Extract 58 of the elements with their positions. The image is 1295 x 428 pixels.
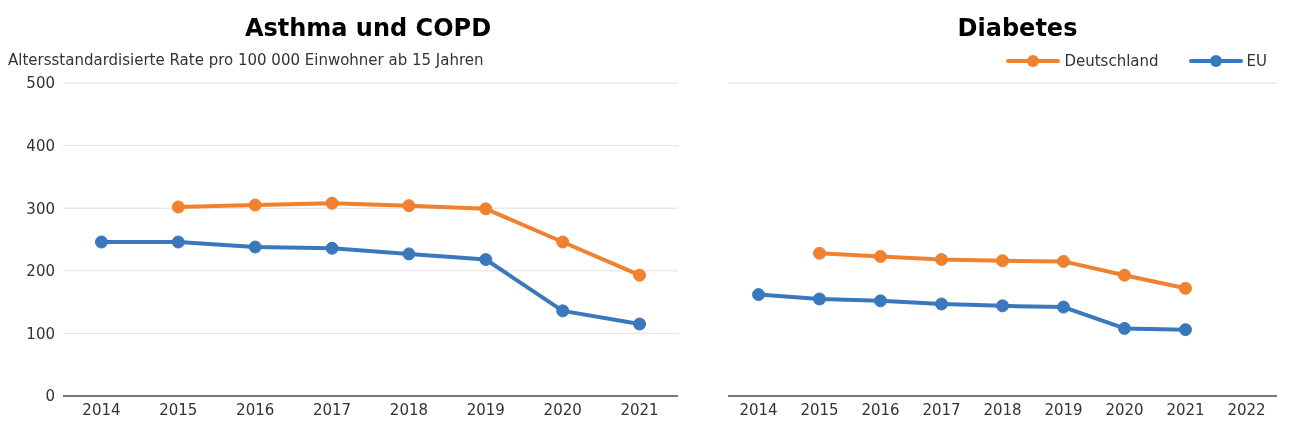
- x-tick-label: 2020: [543, 400, 582, 419]
- point: [1118, 268, 1131, 282]
- point: [556, 235, 570, 249]
- point: [935, 253, 948, 267]
- point: [874, 294, 887, 308]
- x-tick-label: 2016: [861, 400, 900, 419]
- legend-label: Deutschland: [1064, 51, 1159, 70]
- x-tick-label: 2014: [82, 400, 121, 419]
- point: [996, 254, 1009, 268]
- chart-subtitle: Altersstandardisierte Rate pro 100 000 Einwohner ab 15 Jahren: [8, 50, 485, 71]
- point: [402, 247, 416, 261]
- point: [633, 268, 647, 282]
- y-tick-label: 0: [45, 387, 55, 406]
- point: [94, 235, 108, 249]
- y-tick-label: 100: [26, 324, 55, 343]
- x-tick-label: 2018: [389, 400, 429, 419]
- point: [402, 199, 416, 213]
- x-tick-label: 2014: [739, 400, 778, 419]
- point: [556, 304, 570, 318]
- point: [1057, 300, 1070, 314]
- point: [248, 198, 262, 212]
- point: [813, 292, 826, 306]
- y-tick-label: 300: [26, 199, 55, 218]
- point: [1118, 321, 1131, 335]
- y-tick-label: 200: [26, 262, 55, 281]
- point: [248, 240, 262, 254]
- point: [171, 200, 185, 214]
- point: [874, 249, 887, 263]
- point: [171, 235, 185, 249]
- y-tick-label: 400: [26, 136, 55, 155]
- point: [935, 297, 948, 311]
- point: [813, 246, 826, 260]
- point: [479, 253, 493, 267]
- point: [996, 299, 1009, 313]
- x-tick-label: 2021: [1166, 400, 1205, 419]
- point: [752, 288, 765, 302]
- x-tick-label: 2016: [236, 400, 275, 419]
- point: [1179, 281, 1192, 295]
- x-tick-label: 2018: [983, 400, 1022, 419]
- chart-title: Diabetes: [956, 13, 1079, 44]
- point: [479, 202, 493, 216]
- x-tick-label: 2019: [466, 400, 505, 419]
- x-tick-label: 2021: [620, 400, 659, 419]
- point: [325, 196, 339, 210]
- x-tick-label: 2017: [922, 400, 961, 419]
- x-tick-label: 2015: [800, 400, 839, 419]
- legend-label: EU: [1246, 51, 1267, 70]
- point: [633, 317, 647, 331]
- chart-title: Asthma und COPD: [243, 13, 493, 44]
- y-tick-label: 500: [26, 74, 55, 93]
- x-tick-label: 2020: [1105, 400, 1144, 419]
- x-tick-label: 2017: [312, 400, 352, 419]
- x-tick-label: 2019: [1044, 400, 1083, 419]
- point: [325, 241, 339, 255]
- x-tick-label: 2015: [159, 400, 198, 419]
- point: [1057, 254, 1070, 268]
- point: [1179, 323, 1192, 337]
- x-tick-label: 2022: [1227, 400, 1266, 419]
